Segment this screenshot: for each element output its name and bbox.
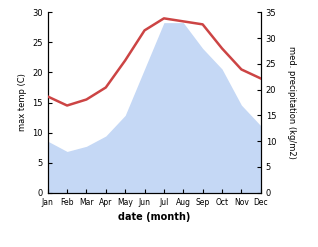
X-axis label: date (month): date (month) <box>118 212 190 222</box>
Y-axis label: med. precipitation (kg/m2): med. precipitation (kg/m2) <box>287 46 296 159</box>
Y-axis label: max temp (C): max temp (C) <box>18 74 27 131</box>
